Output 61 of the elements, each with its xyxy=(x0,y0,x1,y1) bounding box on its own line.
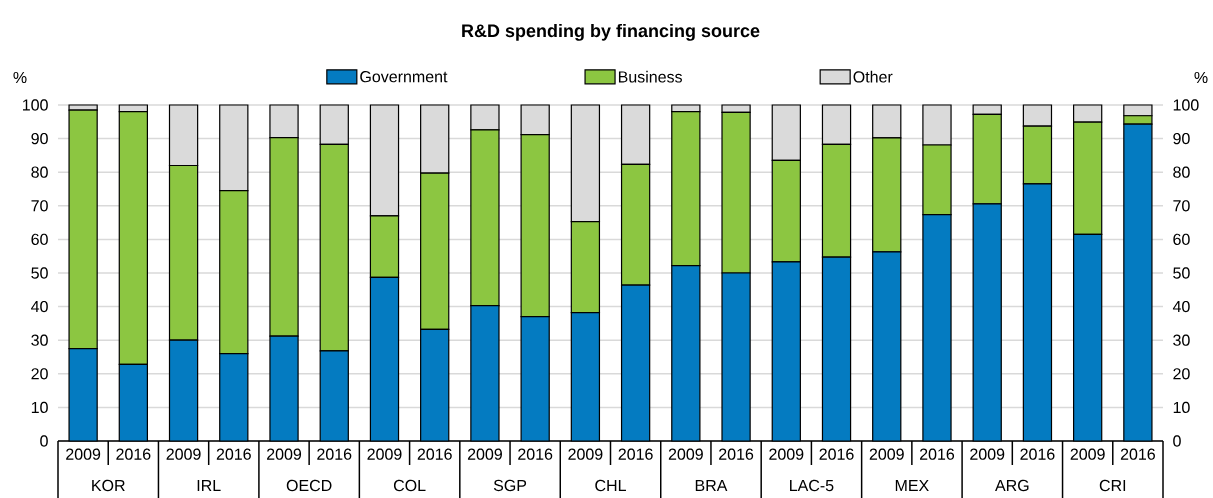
x-tick-label: 2009 xyxy=(869,448,904,460)
y-tick-label: 20 xyxy=(31,368,48,380)
text: KOR xyxy=(92,479,125,492)
legend-label: Government xyxy=(360,71,448,83)
y-tick-label: 0 xyxy=(40,435,48,447)
text: BRA xyxy=(695,479,728,491)
y2-tick-label: 60 xyxy=(1173,233,1190,246)
y2-tick-label: 70 xyxy=(1173,200,1190,212)
y2-tick-label: 90 xyxy=(1173,132,1190,145)
y2-tick-label: 0 xyxy=(1173,435,1181,447)
x-tick-label: 2016 xyxy=(618,448,653,460)
y-tick-label: 60 xyxy=(31,233,48,246)
x-tick-label: 2016 xyxy=(317,448,352,460)
x-tick-label: 2009 xyxy=(267,448,302,460)
y2-tick-label: 100 xyxy=(1173,99,1199,111)
y-tick-label: 100 xyxy=(22,99,48,111)
x-tick-label: 2016 xyxy=(1120,448,1155,460)
y-tick-label: 10 xyxy=(31,401,48,414)
y2-tick-label: 10 xyxy=(1173,401,1190,414)
x-tick-label: 2009 xyxy=(367,448,402,460)
text: OECD xyxy=(286,479,332,492)
text: LAC-5 xyxy=(790,479,834,492)
text: CRI xyxy=(1099,479,1126,492)
y-tick-label: 70 xyxy=(31,200,48,212)
text: SGP xyxy=(493,479,527,492)
x-tick-label: 2009 xyxy=(668,448,703,460)
x-tick-label: 2016 xyxy=(116,448,151,460)
text: MEX xyxy=(895,479,929,491)
x-tick-label: 2016 xyxy=(417,448,452,460)
legend-label: Business xyxy=(618,70,682,83)
y-tick-label: 80 xyxy=(31,166,48,178)
text: IRL xyxy=(197,479,221,491)
x-tick-label: 2009 xyxy=(1070,448,1105,460)
x-tick-label: 2009 xyxy=(467,448,502,460)
text: CHL xyxy=(595,479,626,492)
x-tick-label: 2016 xyxy=(216,448,251,460)
chart-title: R&D spending by financing source xyxy=(462,23,760,41)
x-tick-label: 2016 xyxy=(518,448,553,460)
x-tick-label: 2016 xyxy=(919,448,955,460)
legend-label: Other xyxy=(853,70,893,83)
x-tick-label: 2016 xyxy=(819,448,854,460)
y-tick-label: 40 xyxy=(31,300,48,313)
y2-tick-label: 40 xyxy=(1172,300,1190,313)
y2-axis-title: % xyxy=(1194,71,1208,84)
x-tick-label: 2009 xyxy=(166,448,201,460)
x-tick-label: 2009 xyxy=(769,448,804,460)
text: ARG xyxy=(995,479,1029,492)
y-tick-label: 50 xyxy=(31,267,48,279)
y-axis-title: % xyxy=(13,71,27,84)
y2-tick-label: 50 xyxy=(1173,267,1190,279)
y2-tick-label: 80 xyxy=(1173,166,1190,178)
x-tick-label: 2009 xyxy=(66,448,101,460)
text: COL xyxy=(393,479,426,492)
x-tick-label: 2016 xyxy=(1020,448,1055,460)
y-tick-label: 30 xyxy=(31,334,48,346)
x-tick-label: 2009 xyxy=(568,448,603,460)
y2-tick-label: 20 xyxy=(1173,368,1190,380)
y-tick-label: 90 xyxy=(31,132,48,145)
x-tick-label: 2016 xyxy=(719,448,754,460)
x-tick-label: 2009 xyxy=(970,448,1005,460)
y2-tick-label: 30 xyxy=(1173,334,1190,346)
